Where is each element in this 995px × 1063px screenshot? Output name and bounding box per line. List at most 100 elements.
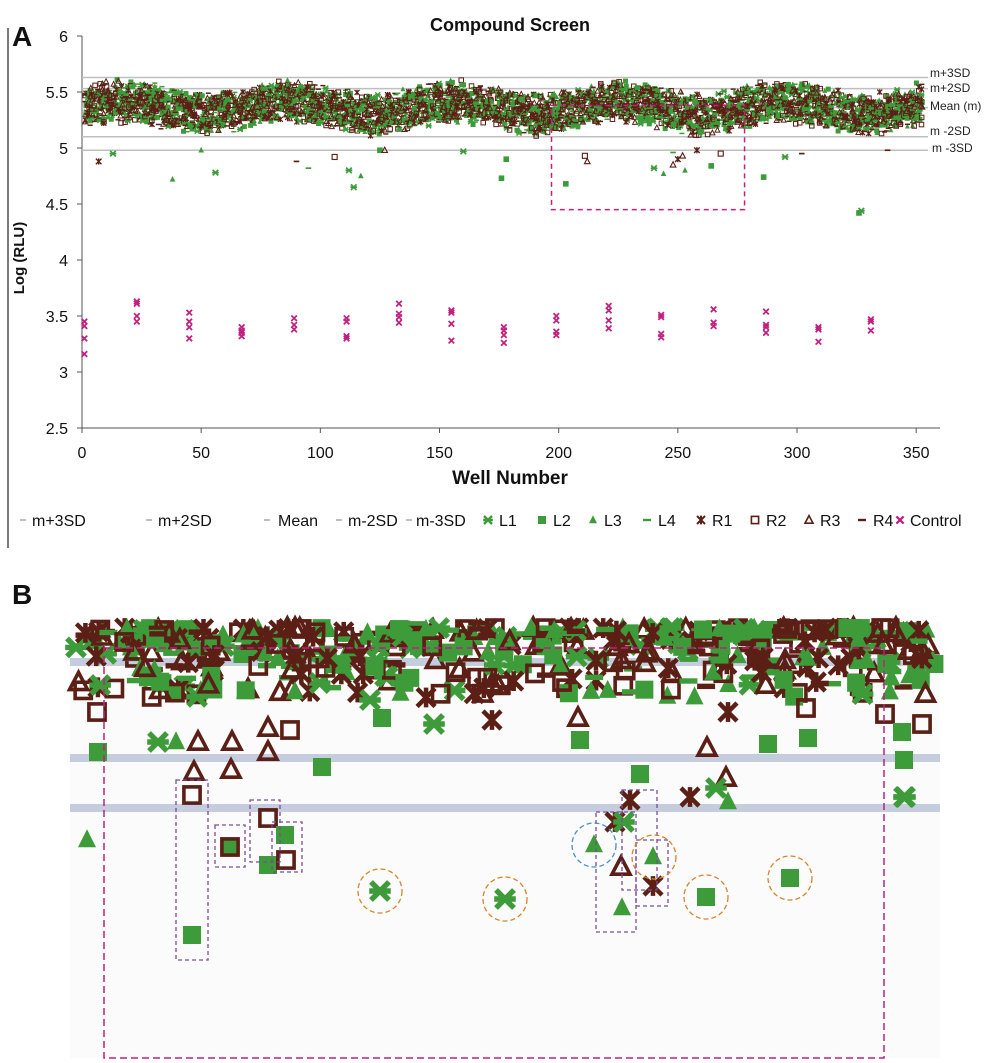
data-point-r4 — [857, 122, 863, 124]
data-point-l3 — [285, 77, 291, 83]
legend-item-m-3sd: m-3SD — [406, 513, 466, 530]
legend-marker — [895, 515, 905, 525]
data-point-r4 — [656, 118, 662, 120]
zoom-point-l4 — [585, 674, 604, 681]
control-point — [552, 331, 560, 339]
control-point — [710, 305, 718, 313]
data-point-l2 — [128, 79, 134, 85]
data-point-l2 — [266, 112, 272, 118]
zoom-point-l2 — [365, 657, 384, 676]
data-point-l2 — [178, 93, 184, 99]
zoom-point-r4 — [149, 631, 168, 637]
zoom-point-l4 — [679, 678, 698, 684]
data-point-r4 — [919, 83, 925, 86]
zoom-point-l2 — [774, 670, 793, 689]
data-point-r1 — [876, 89, 883, 95]
control-point — [290, 314, 298, 322]
zoom-point-l2 — [373, 709, 391, 727]
y-tick-label: 3 — [59, 365, 68, 382]
zoom-outlier-l2 — [183, 926, 201, 944]
control-point — [185, 334, 193, 342]
data-point-l4 — [92, 104, 98, 107]
data-point-l2 — [278, 100, 284, 106]
data-point-r4 — [268, 111, 274, 113]
data-point-r4 — [507, 127, 513, 129]
data-point-r4 — [111, 99, 117, 101]
data-point-r2 — [92, 82, 98, 89]
data-point-r4 — [847, 94, 853, 96]
data-point-l4 — [113, 91, 119, 93]
data-point-r4 — [236, 121, 242, 123]
legend-item-l2: L2 — [538, 513, 571, 530]
data-point-r4 — [383, 133, 389, 135]
data-point-r4 — [356, 113, 362, 116]
legend-item-r4: R4 — [858, 513, 894, 530]
data-point-l4 — [135, 83, 141, 85]
control-point — [605, 317, 613, 324]
data-point-l4 — [159, 85, 165, 88]
data-point-l2 — [298, 84, 304, 90]
data-point-r4 — [315, 88, 321, 90]
data-point-r4 — [628, 113, 634, 116]
data-point-r3 — [208, 103, 216, 111]
control-point — [395, 319, 403, 327]
data-point-l3 — [238, 126, 244, 132]
legend-label: m-2SD — [348, 513, 398, 530]
data-point-r4 — [136, 117, 142, 120]
data-point-r4 — [904, 123, 910, 126]
outlier-point-l2 — [563, 181, 569, 187]
data-point-r4 — [427, 83, 433, 85]
data-point-l2 — [114, 77, 120, 83]
data-point-r3 — [215, 126, 222, 134]
data-point-r2 — [276, 78, 282, 85]
data-point-r4 — [158, 128, 164, 130]
data-point-l4 — [84, 91, 90, 94]
data-point-l2 — [189, 125, 195, 131]
data-point-r4 — [423, 110, 429, 113]
ref-label-m-3sd: m -3SD — [932, 141, 973, 155]
data-point-l2 — [282, 85, 288, 91]
data-point-r4 — [290, 84, 296, 86]
data-point-l2 — [782, 95, 788, 101]
data-point-r2 — [204, 130, 210, 136]
data-point-r2 — [122, 105, 128, 111]
data-point-r3 — [102, 77, 110, 85]
data-point-r4 — [539, 98, 545, 100]
data-point-r4 — [147, 123, 153, 125]
outlier-point-r4 — [293, 160, 300, 163]
data-point-r4 — [215, 125, 221, 127]
control-point — [710, 322, 718, 330]
data-point-r4 — [345, 102, 351, 104]
outlier-point-r3 — [669, 160, 677, 168]
zoom-point-l4 — [621, 689, 640, 695]
data-point-l2 — [112, 98, 118, 104]
outlier-point-l2 — [708, 163, 714, 169]
legend-item-l3: L3 — [589, 513, 622, 530]
data-point-l3 — [167, 88, 173, 94]
data-point-l2 — [165, 104, 171, 110]
data-point-l4 — [128, 98, 134, 101]
legend-item-mean: Mean — [264, 513, 318, 530]
outlier-point-l3 — [169, 176, 176, 182]
legend: m+3SD m+2SD Mean m-2SD m-3SD L1 L2 L3 L4… — [20, 513, 962, 530]
data-point-r3 — [126, 113, 134, 121]
data-point-l4 — [87, 121, 93, 124]
legend-marker — [643, 518, 651, 522]
ref-label-m-2sd: m -2SD — [930, 124, 971, 138]
legend-marker — [538, 516, 546, 524]
data-point-l4 — [258, 118, 264, 121]
data-point-r4 — [175, 125, 181, 128]
legend-label: R3 — [820, 513, 841, 530]
panel-b: B — [12, 579, 944, 1059]
legend-symbol-r1 — [696, 515, 706, 525]
zoom-point-l4 — [712, 648, 731, 654]
data-point-r4 — [312, 84, 318, 86]
data-point-r3 — [134, 102, 142, 110]
zoom-point-l2 — [799, 729, 817, 747]
zoom-point-r4 — [566, 628, 585, 635]
y-tick-label: 6 — [59, 29, 68, 46]
data-point-r4 — [155, 123, 161, 126]
data-point-l4 — [143, 111, 149, 114]
data-point-l2 — [113, 110, 119, 116]
zoom-point-r4 — [810, 680, 829, 687]
